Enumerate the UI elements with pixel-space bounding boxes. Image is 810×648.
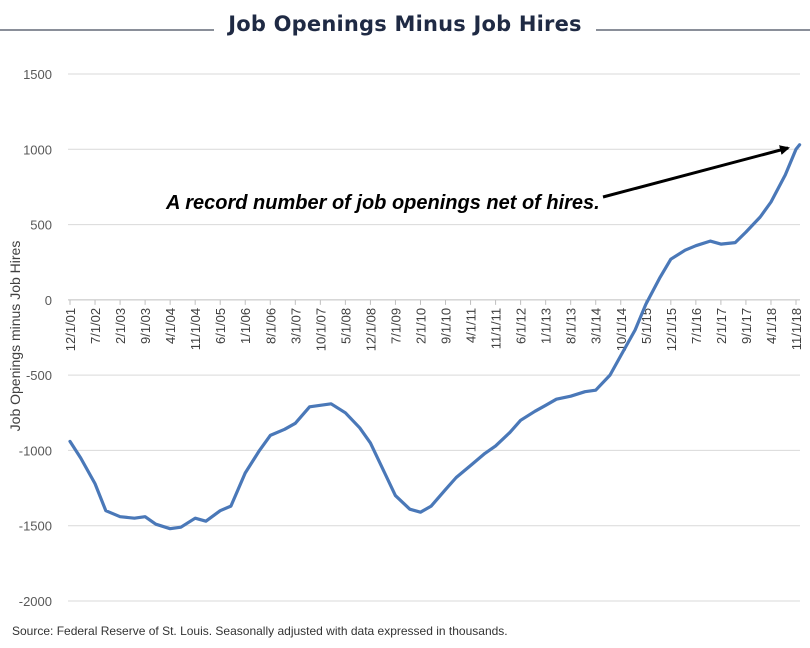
x-tick-label: 6/1/05 [213,308,228,344]
x-tick-label: 10/1/07 [313,308,328,351]
x-tick-label: 9/1/03 [138,308,153,344]
y-tick-label: -2000 [19,594,52,609]
x-tick-label: 9/1/10 [439,308,454,344]
x-tick-label: 7/1/09 [388,308,403,344]
title-rule-right [582,29,810,31]
x-tick-label: 8/1/06 [263,308,278,344]
series-line [68,143,802,531]
x-tick-label: 3/1/14 [589,308,604,344]
y-tick-label: 500 [30,218,52,233]
y-tick-label: 1500 [23,67,52,82]
x-tick-label: 12/1/15 [664,308,679,351]
series-group [68,143,802,531]
x-tick-label: 3/1/07 [288,308,303,344]
x-tick-label: 5/1/08 [338,308,353,344]
x-tick-label: 4/1/18 [764,308,779,344]
annotation-arrow [602,145,790,199]
y-tick-label: -500 [26,368,52,383]
x-tick-label: 2/1/03 [113,308,128,344]
x-tick-label: 11/1/11 [489,308,504,349]
line-chart: 1500 1000 500 0 -500 -1000 -1500 -2000 12/1/01 7… [7,67,804,609]
x-tick-label: 1/1/13 [539,308,554,344]
x-tick-label: 2/1/17 [714,308,729,344]
x-tick-label: 11/1/04 [188,308,203,350]
x-tick-label: 5/1/15 [639,308,654,344]
x-axis [68,299,800,305]
y-axis-label: Job Openings minus Job Hires [7,241,23,432]
x-tick-label: 10/1/14 [614,308,629,351]
chart-title: Job Openings Minus Job Hires [0,12,810,36]
title-rule-left [0,29,240,31]
y-tick-label: -1500 [19,519,52,534]
y-tick-label: -1000 [19,443,52,458]
chart-title-text: Job Openings Minus Job Hires [214,12,596,36]
gridlines [68,73,800,602]
x-tick-label: 4/1/11 [464,308,479,343]
x-tick-label: 8/1/13 [564,308,579,344]
y-tick-label: 1000 [23,142,52,157]
x-tick-label: 6/1/12 [514,308,529,344]
source-note: Source: Federal Reserve of St. Louis. Se… [12,624,508,638]
y-tick-label: 0 [45,293,52,308]
x-tick-label: 1/1/06 [238,308,253,344]
x-tick-label: 2/1/10 [413,308,428,344]
x-tick-label: 7/1/02 [88,308,103,344]
x-tick-label: 11/1/18 [789,308,804,350]
x-tick-label: 9/1/17 [739,308,754,344]
x-axis-ticks: 12/1/01 7/1/02 2/1/03 9/1/03 4/1/04 11/1/04 6/… [63,308,804,351]
title-bar: Job Openings Minus Job Hires [0,0,810,60]
x-tick-label: 12/1/01 [63,308,78,351]
annotation-text: A record number of job openings net of h… [165,192,600,214]
y-axis-ticks: 1500 1000 500 0 -500 -1000 -1500 -2000 [19,67,52,609]
x-tick-label: 12/1/08 [363,308,378,351]
x-tick-label: 7/1/16 [689,308,704,344]
x-tick-label: 4/1/04 [163,308,178,344]
